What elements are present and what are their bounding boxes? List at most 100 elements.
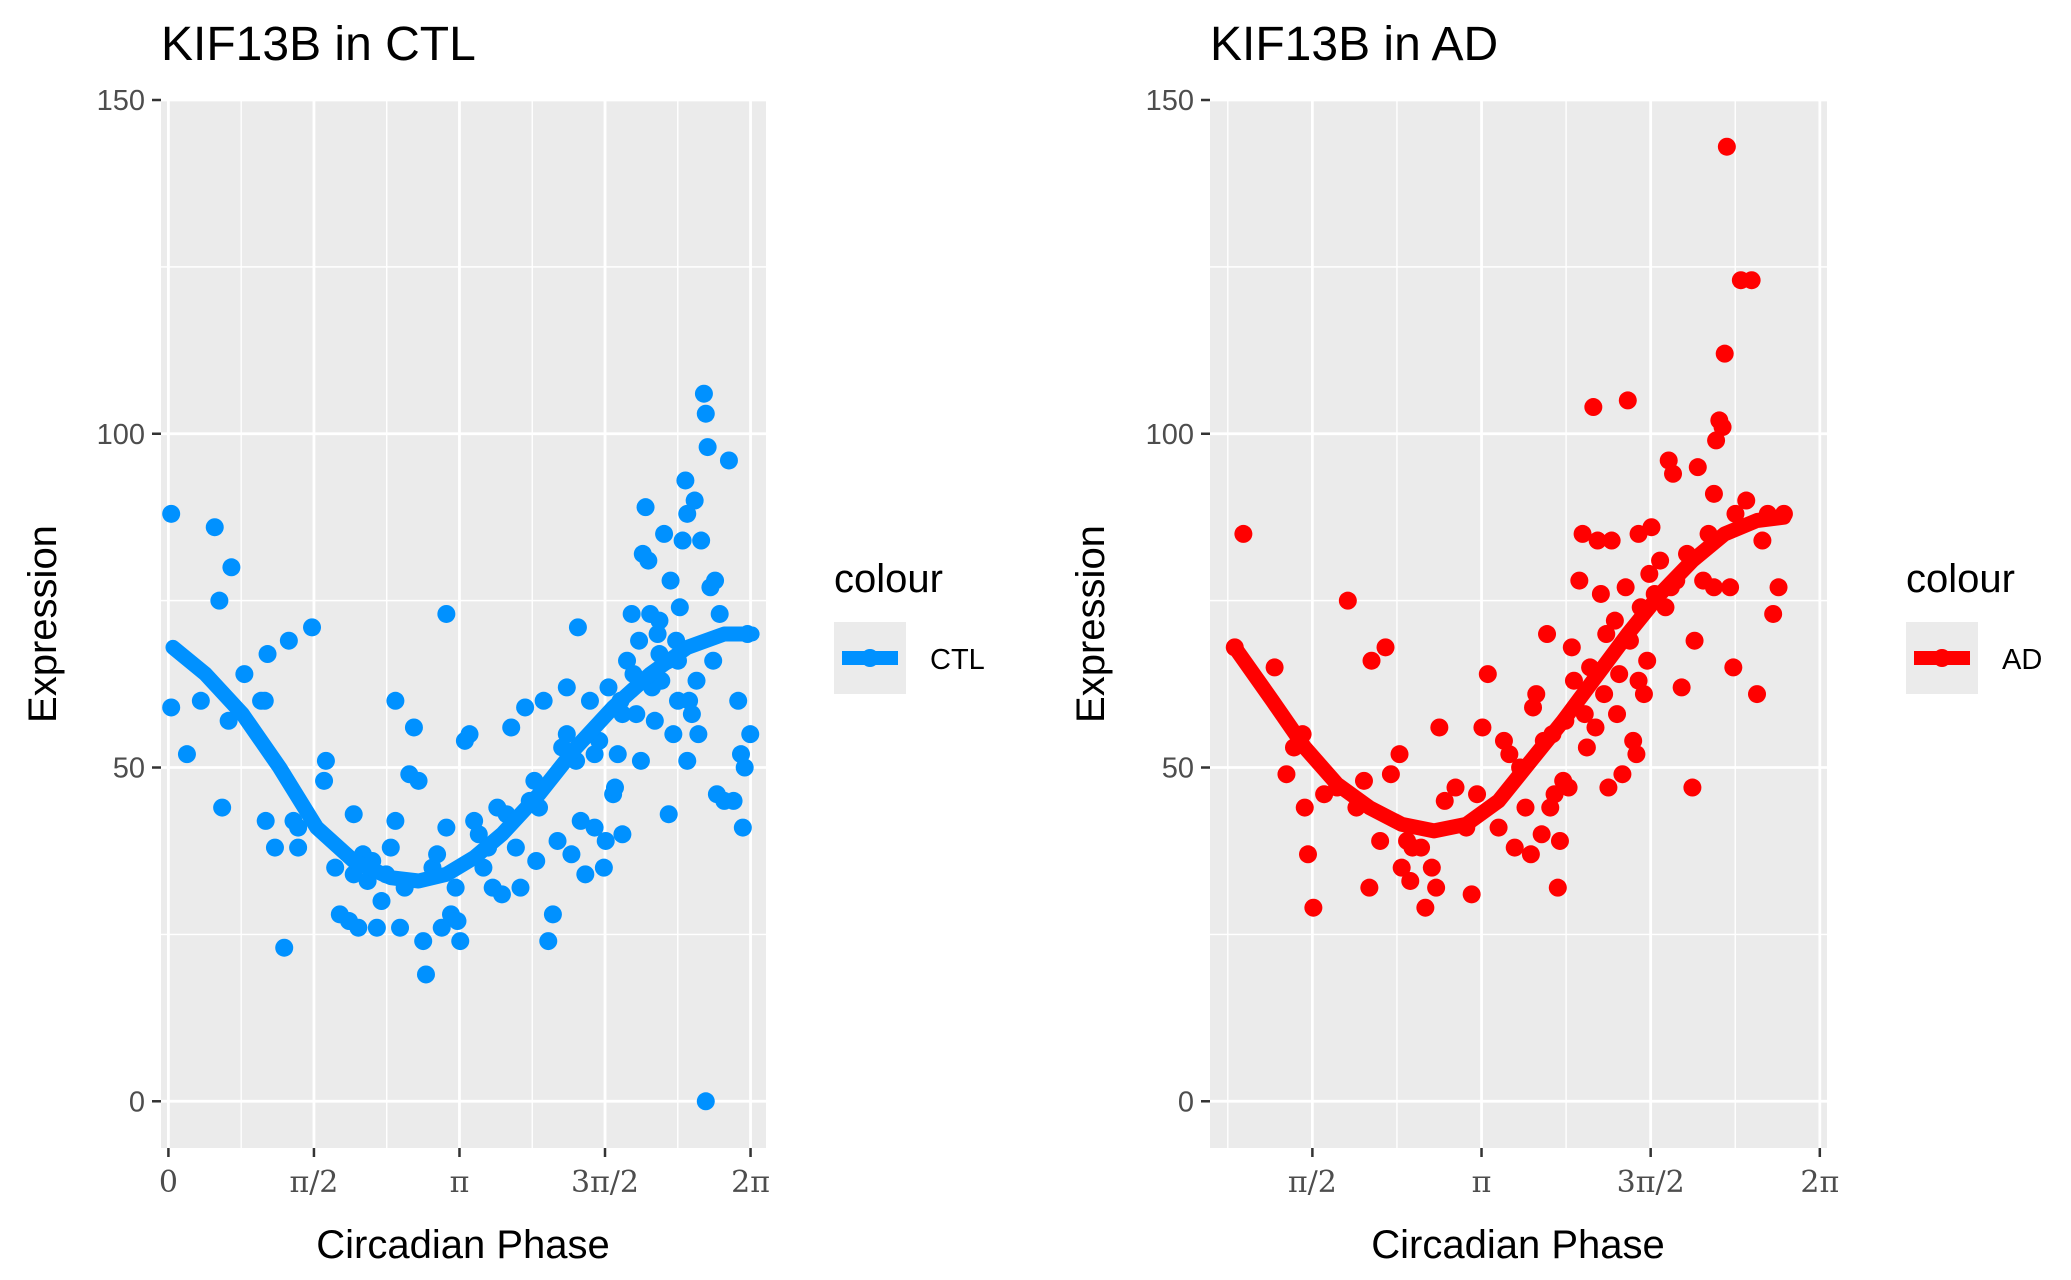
data-point-ctl [689,725,708,744]
data-point-ad [1538,625,1557,644]
data-point-ctl [492,885,511,904]
data-point-ad [1651,551,1670,570]
data-point-ad [1234,524,1253,543]
data-point-ad [1713,418,1732,437]
data-point-ctl [733,818,752,837]
data-point-ad [1599,778,1618,797]
data-point-ctl [639,551,658,570]
data-point-ctl [539,932,558,951]
data-point-ctl [303,618,322,637]
legend-ctl: colour CTL [834,557,985,694]
data-point-ctl [349,918,368,937]
data-point-ctl [502,718,521,737]
data-point-ctl [511,878,530,897]
data-point-ctl [416,965,435,984]
data-point-ad [1550,831,1569,850]
data-point-ad [1608,705,1627,724]
data-point-ctl [670,598,689,617]
data-point-ctl [527,851,546,870]
data-point-ad [1683,778,1702,797]
data-point-ctl [678,751,697,770]
data-point-ctl [636,498,655,517]
points-ctl [162,384,760,1111]
data-point-ctl [469,825,488,844]
data-point-ad [1362,651,1381,670]
data-point-ad [1704,484,1723,503]
data-point-ad [1602,531,1621,550]
data-point-ctl [605,778,624,797]
data-point-ad [1742,271,1761,290]
data-point-ctl [696,404,715,423]
data-point-ad [1715,344,1734,363]
data-point-ad [1737,491,1756,510]
y-tick-label: 50 [1162,753,1194,785]
data-point-ctl [594,858,613,877]
data-point-ad [1664,464,1683,483]
data-point-ad [1586,718,1605,737]
x-tick-label: π/2 [1288,1165,1337,1200]
data-point-ad [1304,898,1323,917]
y-axis-ad: 0 50 100 150 [1146,85,1210,1118]
fit-line-ad [1227,509,1792,839]
y-tick-label: 100 [1146,419,1194,451]
panel-ad: 0 50 100 150 π/2 π 3π/2 2π KIF13B in AD Circad… [1069,18,2042,1267]
data-point-ctl [645,711,664,730]
data-point-ad [1724,658,1743,677]
data-point-ctl [162,504,181,523]
legend-label-ad: AD [2002,644,2042,676]
data-point-ctl [222,558,241,577]
plot-area-ctl [161,100,766,1148]
data-point-ctl [706,571,725,590]
data-point-ctl [655,524,674,543]
data-point-ctl [344,805,363,824]
data-point-ctl [437,604,456,623]
data-point-ctl [372,892,391,911]
data-point-ad [1605,611,1624,630]
data-point-ctl [386,691,405,710]
data-point-ctl [585,745,604,764]
data-point-ctl [516,698,535,717]
data-point-ad [1688,458,1707,477]
data-point-ad [1753,531,1772,550]
data-point-ctl [631,751,650,770]
data-point-ad [1610,665,1629,684]
data-point-ctl [432,918,451,937]
x-tick-label: 2π [731,1165,770,1200]
data-point-ctl [543,905,562,924]
fit-line-ctl [165,626,760,889]
data-point-ad [1473,718,1492,737]
data-point-ctl [682,705,701,724]
data-point-ad [1638,651,1657,670]
data-point-ctl [210,591,229,610]
data-point-ad [1435,791,1454,810]
data-point-ctl [315,771,334,790]
data-point-ad [1277,765,1296,784]
data-point-ctl [627,705,646,724]
data-point-ctl [548,831,567,850]
data-point-ctl [534,691,553,710]
data-point-ctl [213,798,232,817]
data-point-ctl [661,571,680,590]
data-point-ctl [289,818,308,837]
data-point-ctl [506,838,525,857]
data-point-ctl [381,838,400,857]
data-point-ctl [279,631,298,650]
y-tick-label: 100 [97,419,145,451]
data-point-ctl [409,771,428,790]
data-point-ctl [255,691,274,710]
data-point-ctl [673,531,692,550]
data-point-ad [1390,745,1409,764]
y-axis-title-ctl: Expression [21,525,65,723]
data-point-ad [1545,785,1564,804]
data-point-ad [1769,578,1788,597]
data-point-ad [1564,671,1583,690]
data-point-ad [1401,871,1420,890]
data-point-ad [1360,878,1379,897]
y-axis-ctl: 0 50 100 150 [97,85,161,1118]
data-point-ctl [460,725,479,744]
data-point-ctl [557,725,576,744]
grid-ctl [161,98,766,1148]
data-point-ctl [258,645,277,664]
data-point-ctl [289,838,308,857]
data-point-ctl [719,451,738,470]
